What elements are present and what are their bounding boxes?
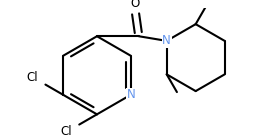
Text: O: O	[131, 0, 140, 10]
Text: Cl: Cl	[61, 125, 72, 137]
Text: Cl: Cl	[27, 71, 38, 84]
Text: N: N	[162, 34, 171, 47]
Text: N: N	[126, 88, 135, 101]
